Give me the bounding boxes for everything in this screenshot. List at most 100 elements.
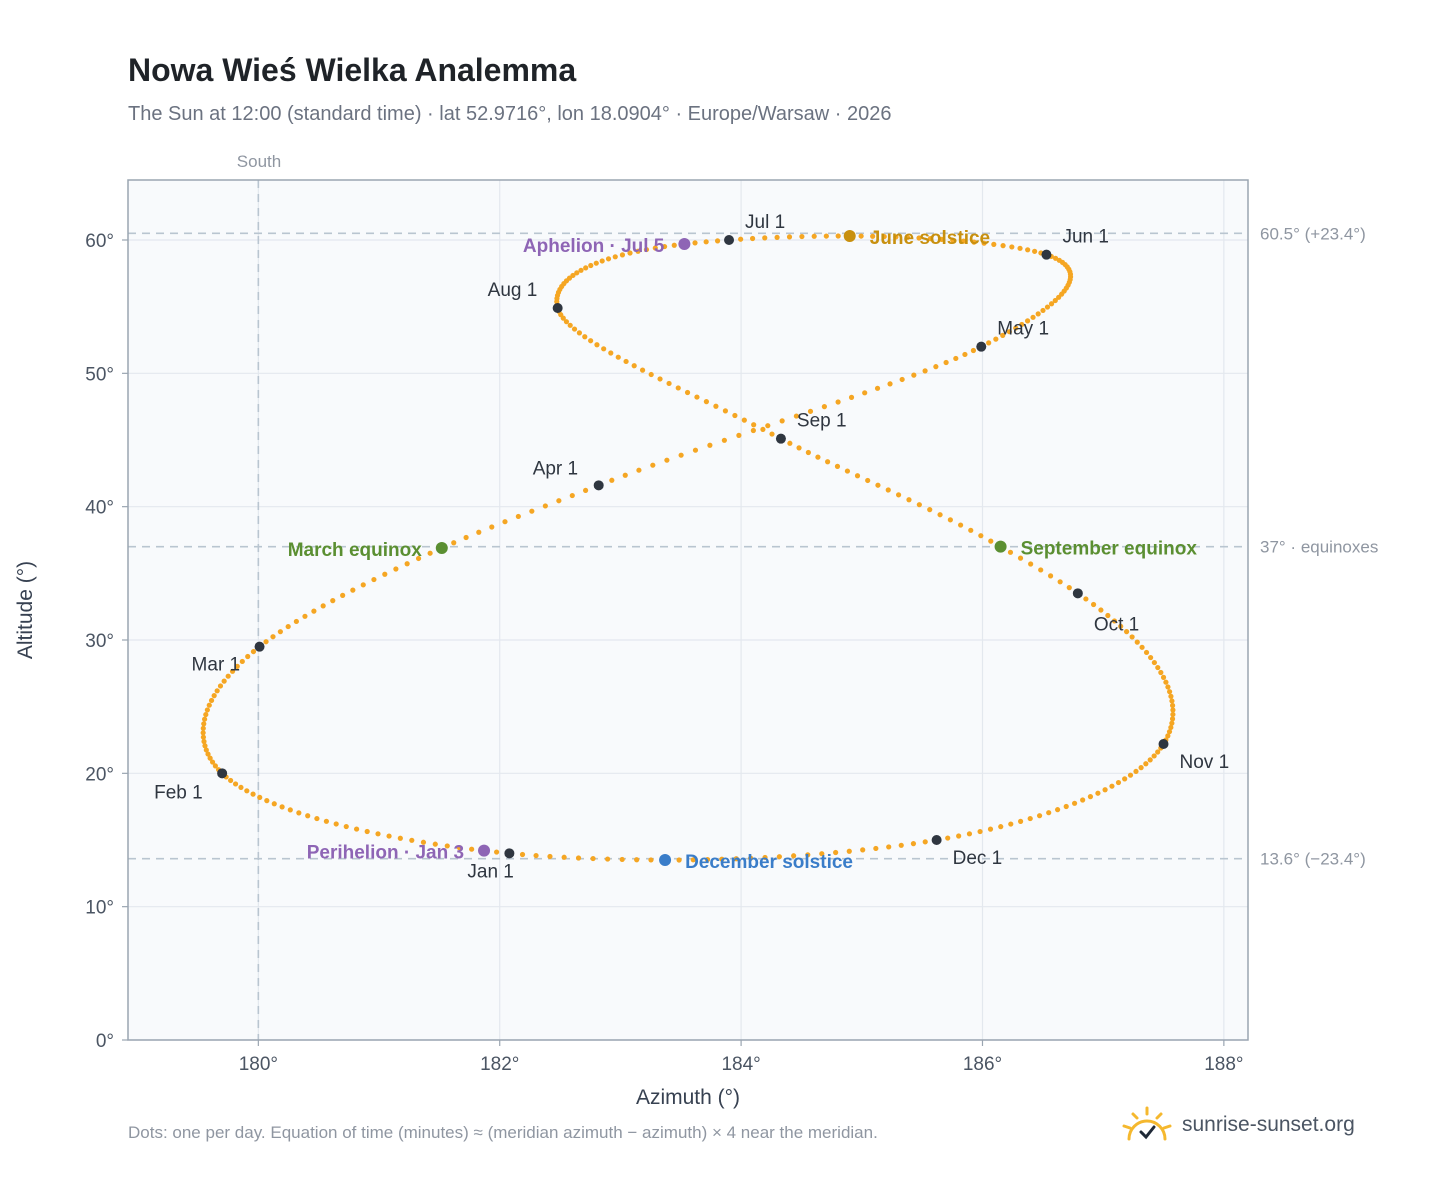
daily-sun-dot [776, 854, 782, 860]
daily-sun-dot [971, 239, 977, 245]
daily-sun-dot [569, 492, 575, 499]
daily-sun-dot [865, 477, 871, 484]
daily-sun-dot [650, 462, 656, 468]
daily-sun-dot [263, 639, 269, 645]
daily-sun-dot [432, 841, 438, 847]
daily-sun-dot [1083, 596, 1089, 602]
daily-sun-dot [906, 497, 912, 503]
daily-sun-dot [833, 849, 839, 856]
daily-sun-dot [858, 233, 864, 239]
daily-sun-dot [927, 236, 934, 242]
daily-sun-dot [844, 468, 851, 474]
daily-sun-dot [1071, 800, 1078, 806]
daily-sun-dot [793, 413, 799, 419]
month-marker-label: Feb 1 [154, 782, 203, 803]
daily-sun-dot [228, 777, 234, 784]
daily-sun-dot [571, 326, 578, 332]
daily-sun-dot [221, 678, 227, 684]
daily-sun-dot [986, 340, 992, 346]
daily-sun-dot [305, 813, 311, 819]
daily-sun-dot [993, 336, 999, 342]
event-label: Perihelion · Jan 3 [307, 843, 464, 864]
daily-sun-dot [1122, 776, 1128, 782]
daily-sun-dot [239, 658, 245, 665]
daily-sun-dot [1129, 634, 1135, 640]
y-tick-label: 0° [96, 1031, 114, 1052]
brand-logo[interactable]: sunrise-sunset.org [1120, 1100, 1355, 1150]
reference-line-label: 37° · equinoxes [1260, 538, 1378, 557]
daily-sun-dot [835, 233, 841, 239]
daily-sun-dot [415, 555, 422, 562]
daily-sun-dot [1000, 332, 1006, 338]
daily-sun-dot [639, 367, 646, 373]
daily-sun-dot [1040, 307, 1046, 314]
daily-sun-dot [631, 363, 637, 369]
daily-sun-dot [635, 248, 641, 254]
daily-sun-dot [588, 338, 594, 344]
daily-sun-dot [1165, 733, 1171, 739]
daily-sun-dot [1168, 693, 1174, 699]
x-tick-label: 186° [963, 1054, 1002, 1075]
month-marker-label: Nov 1 [1180, 752, 1230, 773]
daily-sun-dot [862, 390, 868, 396]
month-marker [775, 433, 786, 444]
daily-sun-dot [898, 842, 904, 848]
daily-sun-dot [1115, 779, 1122, 786]
daily-sun-dot [1165, 684, 1171, 690]
daily-sun-dot [1147, 757, 1153, 763]
month-marker [552, 303, 563, 313]
daily-sun-dot [998, 824, 1004, 830]
daily-sun-dot [825, 459, 831, 465]
daily-sun-dot [657, 376, 663, 382]
daily-sun-dot [1019, 321, 1025, 328]
daily-sun-dot [748, 855, 754, 861]
daily-sun-dot [245, 653, 251, 660]
daily-sun-dot [874, 385, 881, 391]
daily-sun-dot [590, 855, 596, 862]
reference-line-label: 13.6° (−23.4°) [1260, 850, 1366, 869]
daily-sun-dot [225, 673, 231, 679]
daily-sun-dot [1170, 707, 1176, 713]
brand-name: sunrise-sunset.org [1182, 1113, 1355, 1136]
daily-sun-dot [692, 447, 699, 453]
event-marker [994, 540, 1007, 553]
daily-sun-dot [815, 454, 821, 460]
daily-sun-dot [1017, 818, 1024, 824]
daily-sun-dot [561, 854, 567, 860]
daily-sun-dot [1057, 579, 1063, 585]
daily-sun-dot [575, 855, 582, 861]
daily-sun-dot [703, 399, 710, 405]
daily-sun-dot [427, 550, 433, 556]
daily-sun-dot [1052, 255, 1059, 261]
daily-sun-dot [622, 472, 628, 478]
daily-sun-dot [333, 821, 339, 827]
daily-sun-dot [1155, 664, 1161, 671]
daily-sun-dot [978, 533, 984, 539]
y-axis-label: Altitude (°) [14, 561, 37, 659]
daily-sun-dot [807, 408, 814, 414]
x-tick-label: 188° [1204, 1054, 1243, 1075]
daily-sun-dot [547, 853, 553, 860]
month-marker [1072, 588, 1083, 599]
daily-sun-dot [652, 245, 658, 251]
daily-sun-dot [302, 613, 308, 619]
daily-sun-dot [1133, 768, 1139, 775]
daily-sun-dot [675, 385, 681, 391]
daily-sun-dot [873, 845, 879, 852]
daily-sun-dot [937, 512, 943, 518]
daily-sun-dot [636, 467, 642, 473]
daily-sun-dot [694, 394, 700, 400]
daily-sun-dot [692, 240, 698, 246]
x-tick-label: 184° [721, 1054, 760, 1075]
daily-sun-dot [676, 857, 682, 863]
daily-sun-dot [1090, 601, 1097, 608]
month-marker-label: Aug 1 [488, 280, 538, 301]
daily-sun-dot [229, 668, 236, 674]
daily-sun-dot [736, 432, 742, 438]
daily-sun-dot [1168, 724, 1174, 731]
daily-sun-dot [1030, 314, 1036, 320]
daily-sun-dot [1138, 765, 1144, 771]
daily-sun-dot [244, 788, 250, 794]
daily-sun-dot [343, 823, 349, 830]
daily-sun-dot [722, 408, 729, 414]
